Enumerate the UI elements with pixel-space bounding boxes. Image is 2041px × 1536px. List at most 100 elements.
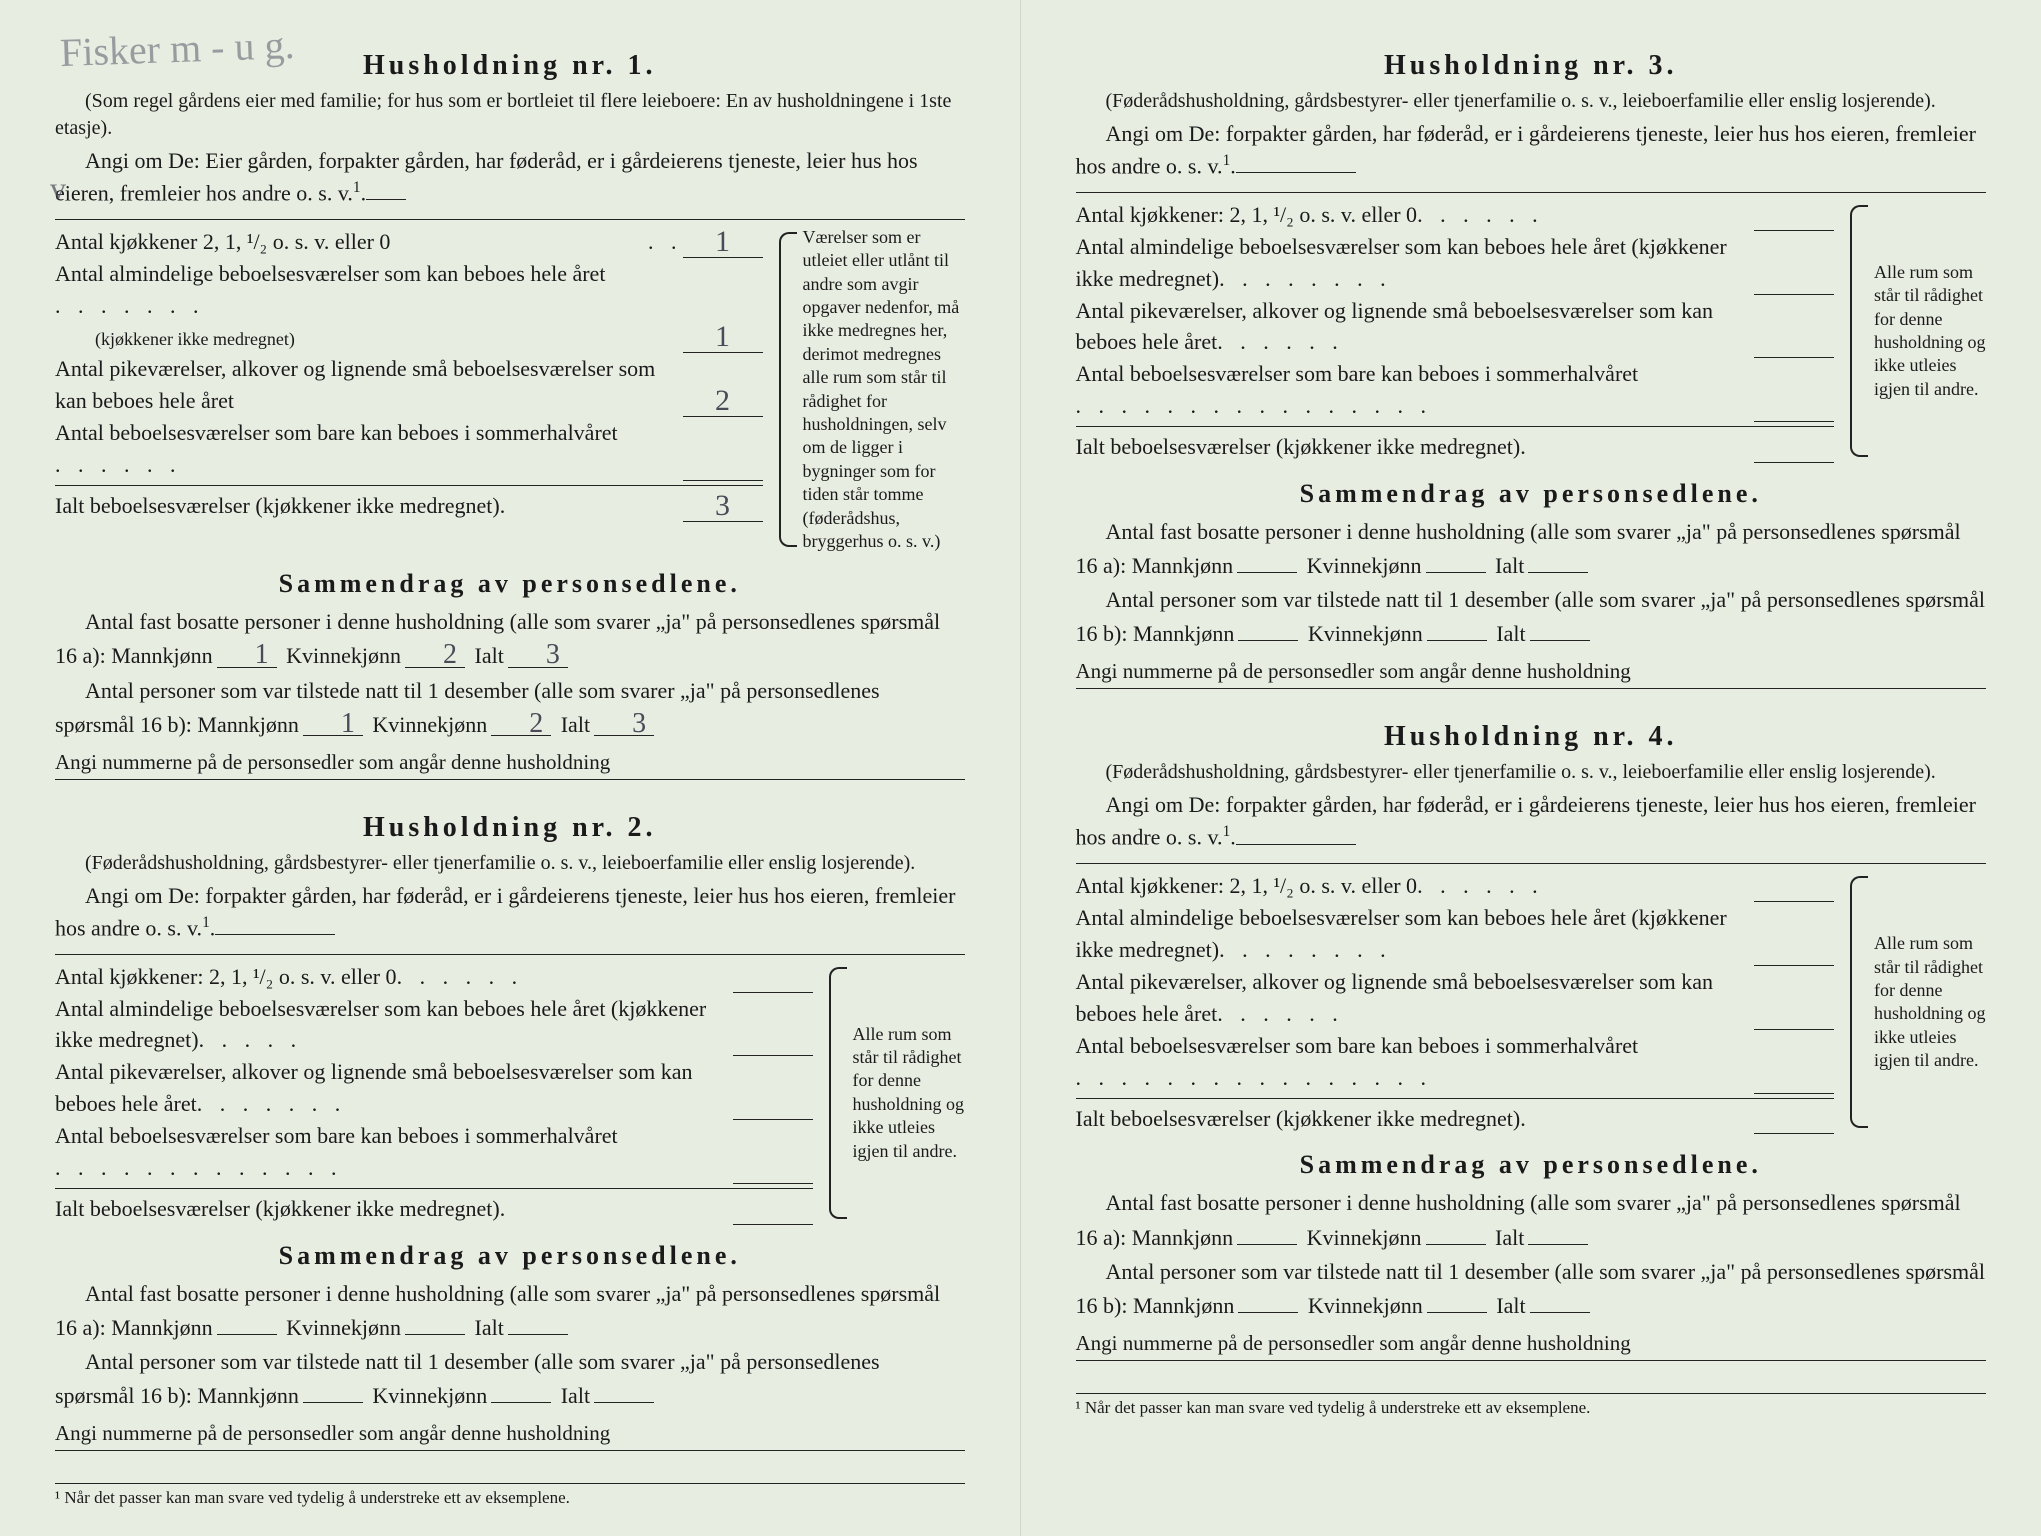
hh3-sum-16b: Antal personer som var tilstede natt til… [1076,583,1987,651]
hh3-sub: (Føderådshusholdning, gårdsbestyrer- ell… [1076,88,1987,115]
hh1-kjokken-label: Antal kjøkkener 2, 1, ¹/₂ o. s. v. eller… [55,226,648,258]
hh2-alm-label: Antal almindelige beboelsesværelser som … [55,996,706,1053]
hh4-sum-16b: Antal personer som var tilstede natt til… [1076,1255,1987,1323]
hh1-rows: Antal kjøkkener 2, 1, ¹/₂ o. s. v. eller… [55,219,965,553]
hh2-sum-16b: Antal personer som var tilstede natt til… [55,1345,965,1413]
hh3-ialt-val [1754,460,1834,463]
footnote-right: ¹ Når det passer kan man svare ved tydel… [1076,1393,1987,1418]
hh1-sommer-val [683,478,763,481]
hh2-kjokken-val [733,990,813,993]
hh3-pike-val [1754,355,1834,358]
hh2-brace-note: Alle rum som står til rådighet for denne… [825,961,965,1225]
hh4-summary-title: Sammendrag av personsedlene. [1076,1150,1987,1180]
hh4-brace-note: Alle rum som står til rådighet for denne… [1846,870,1986,1134]
hh1-alm-val: 1 [683,323,763,353]
hh1-sommer-label: Antal beboelsesværelser som bare kan beb… [55,420,618,445]
hh2-sommer-label: Antal beboelsesværelser som bare kan beb… [55,1123,618,1148]
hh4-m16a [1237,1244,1297,1245]
household-3: Husholdning nr. 3. (Føderådshusholdning,… [1076,50,1987,689]
hh4-kjokken-val [1754,899,1834,902]
hh4-i16a [1528,1244,1588,1245]
hh4-sommer-val [1754,1091,1834,1094]
hh2-pike-label: Antal pikeværelser, alkover og lignende … [55,1059,693,1116]
hh3-sum-16a: Antal fast bosatte personer i denne hush… [1076,515,1987,583]
hh4-alm-val [1754,963,1834,966]
hh2-kjokken-label: Antal kjøkkener: 2, 1, ¹/₂ o. s. v. elle… [55,964,397,989]
handwriting-mark-v: v [50,170,66,207]
hh3-title: Husholdning nr. 3. [1076,50,1987,82]
hh4-rows: Antal kjøkkener: 2, 1, ¹/₂ o. s. v. elle… [1076,863,1987,1134]
hh2-sommer-val [733,1181,813,1184]
hh3-angi: Angi om De: forpakter gården, har føderå… [1076,119,1987,182]
hh1-m16a: 1 [217,643,277,668]
hh4-title: Husholdning nr. 4. [1076,721,1987,753]
hh4-k16b [1427,1312,1487,1313]
left-page: Fisker m - u g. v Husholdning nr. 1. (So… [0,0,1021,1536]
hh1-ialt-val: 3 [683,492,763,522]
hh4-k16a [1426,1244,1486,1245]
hh1-pike-val: 2 [683,387,763,417]
hh3-kjokken-label: Antal kjøkkener: 2, 1, ¹/₂ o. s. v. elle… [1076,202,1418,227]
hh1-k16a: 2 [405,643,465,668]
hh3-alm-val [1754,292,1834,295]
hh1-i16a: 3 [508,643,568,668]
hh3-k16b [1427,640,1487,641]
hh2-pike-val [733,1117,813,1120]
hh2-i16a [508,1334,568,1335]
hh1-summary-title: Sammendrag av personsedlene. [55,569,965,599]
hh2-alm-val [733,1053,813,1056]
hh2-sum-16a: Antal fast bosatte personer i denne hush… [55,1277,965,1345]
handwriting-note: Fisker m - u g. [59,26,295,72]
hh2-k16a [405,1334,465,1335]
hh1-angi: Angi om De: Eier gården, forpakter gårde… [55,146,965,209]
hh3-nummer: Angi nummerne på de personsedler som ang… [1076,659,1987,689]
hh4-pike-label: Antal pikeværelser, alkover og lignende … [1076,969,1714,1026]
right-page: Husholdning nr. 3. (Føderådshusholdning,… [1021,0,2041,1536]
hh2-m16b [303,1402,363,1403]
hh3-sommer-label: Antal beboelsesværelser som bare kan beb… [1076,361,1639,386]
hh3-kjokken-val [1754,228,1834,231]
hh3-m16a [1237,572,1297,573]
household-4: Husholdning nr. 4. (Føderådshusholdning,… [1076,721,1987,1360]
hh2-rows: Antal kjøkkener: 2, 1, ¹/₂ o. s. v. elle… [55,954,965,1225]
hh3-brace-note: Alle rum som står til rådighet for denne… [1846,199,1986,463]
hh3-pike-label: Antal pikeværelser, alkover og lignende … [1076,298,1714,355]
hh4-pike-val [1754,1027,1834,1030]
hh2-ialt-label: Ialt beboelsesværelser (kjøkkener ikke m… [55,1193,733,1225]
hh3-m16b [1238,640,1298,641]
hh2-k16b [491,1402,551,1403]
hh2-nummer: Angi nummerne på de personsedler som ang… [55,1421,965,1451]
hh3-ialt-label: Ialt beboelsesværelser (kjøkkener ikke m… [1076,431,1755,463]
hh3-alm-label: Antal almindelige beboelsesværelser som … [1076,234,1727,291]
hh4-ialt-label: Ialt beboelsesværelser (kjøkkener ikke m… [1076,1103,1755,1135]
footnote-left: ¹ Når det passer kan man svare ved tydel… [55,1483,965,1508]
hh1-kjokken-val: 1 [683,228,763,258]
hh1-alm-note: (kjøkkener ikke medregnet) [55,329,295,349]
hh1-m16b: 1 [303,712,363,737]
household-1: Husholdning nr. 1. (Som regel gårdens ei… [55,50,965,780]
hh1-sum-16a: Antal fast bosatte personer i denne hush… [55,605,965,673]
hh2-angi: Angi om De: forpakter gården, har føderå… [55,881,965,944]
hh1-sum-16b: Antal personer som var tilstede natt til… [55,674,965,742]
hh1-sub: (Som regel gårdens eier med familie; for… [55,88,965,142]
hh1-pike-label: Antal pikeværelser, alkover og lignende … [55,353,683,417]
hh4-ialt-val [1754,1131,1834,1134]
hh1-alm-label: Antal almindelige beboelsesværelser som … [55,261,605,286]
hh2-m16a [217,1334,277,1335]
hh2-title: Husholdning nr. 2. [55,812,965,844]
hh4-sommer-label: Antal beboelsesværelser som bare kan beb… [1076,1033,1639,1058]
household-2: Husholdning nr. 2. (Føderådshusholdning,… [55,812,965,1451]
hh4-sub: (Føderådshusholdning, gårdsbestyrer- ell… [1076,759,1987,786]
hh4-i16b [1530,1312,1590,1313]
hh1-brace-note: Værelser som er utleiet eller utlånt til… [775,226,965,553]
hh4-m16b [1238,1312,1298,1313]
hh3-sommer-val [1754,419,1834,422]
hh4-alm-label: Antal almindelige beboelsesværelser som … [1076,905,1727,962]
hh1-k16b: 2 [491,712,551,737]
hh4-angi: Angi om De: forpakter gården, har føderå… [1076,790,1987,853]
hh2-sub: (Føderådshusholdning, gårdsbestyrer- ell… [55,850,965,877]
hh4-sum-16a: Antal fast bosatte personer i denne hush… [1076,1186,1987,1254]
hh3-k16a [1426,572,1486,573]
hh3-i16b [1530,640,1590,641]
hh1-nummer: Angi nummerne på de personsedler som ang… [55,750,965,780]
